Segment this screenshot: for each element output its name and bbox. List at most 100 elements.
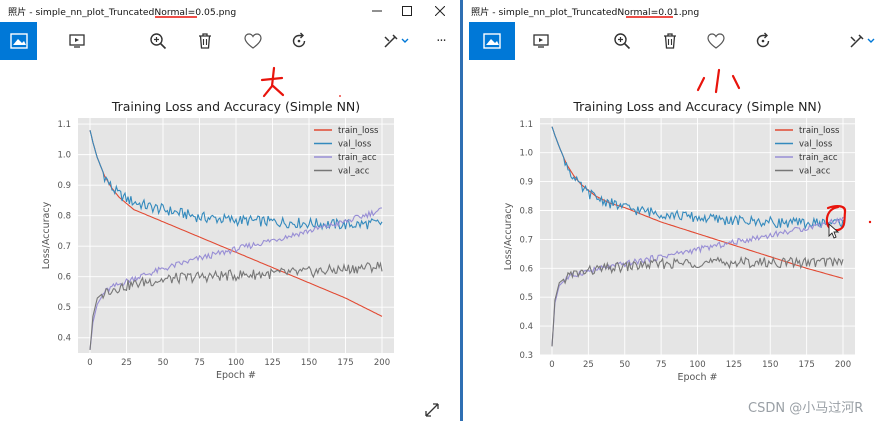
legend-label-val_acc: val_acc bbox=[799, 167, 831, 177]
y-tick-label: 0.9 bbox=[57, 181, 71, 191]
photos-window-right: 照片 - simple_nn_plot_TruncatedNormal=0.01… bbox=[463, 0, 895, 421]
legend-label-val_loss: val_loss bbox=[338, 140, 372, 150]
rotate-button[interactable] bbox=[746, 22, 780, 60]
heart-icon bbox=[707, 33, 725, 49]
mouse-cursor-icon bbox=[828, 222, 840, 239]
image-icon bbox=[9, 33, 28, 49]
csdn-watermark: CSDN @小马过河R bbox=[748, 401, 864, 416]
series-line-val_loss bbox=[551, 126, 844, 229]
file-name: simple_nn_plot_TruncatedNormal=0.05.png bbox=[35, 7, 237, 18]
slideshow-icon bbox=[69, 34, 85, 48]
slideshow-icon bbox=[533, 34, 549, 48]
expand-icon[interactable] bbox=[424, 402, 440, 418]
y-tick-label: 0.3 bbox=[519, 351, 533, 361]
x-tick-label: 25 bbox=[121, 358, 132, 368]
close-button[interactable] bbox=[431, 2, 449, 20]
y-tick-label: 1.1 bbox=[519, 120, 533, 130]
more-button[interactable]: ··· bbox=[424, 22, 458, 60]
y-tick-label: 0.5 bbox=[57, 303, 71, 313]
toolbar: ··· bbox=[0, 22, 460, 60]
legend-label-train_loss: train_loss bbox=[799, 126, 840, 136]
zoom-in-icon bbox=[614, 33, 631, 50]
minimize-button[interactable] bbox=[368, 2, 386, 20]
delete-icon bbox=[664, 33, 676, 49]
y-axis-label: Loss/Accuracy bbox=[503, 202, 514, 270]
y-tick-label: 0.8 bbox=[57, 212, 71, 222]
edit-create-button[interactable] bbox=[843, 22, 883, 60]
series-line-train_acc bbox=[89, 207, 382, 350]
title-bar[interactable]: 照片 - simple_nn_plot_TruncatedNormal=0.01… bbox=[463, 0, 895, 22]
title-bar[interactable]: 照片 - simple_nn_plot_TruncatedNormal=0.05… bbox=[0, 0, 460, 22]
photos-window-left: 照片 - simple_nn_plot_TruncatedNormal=0.05… bbox=[0, 0, 460, 418]
annotation-dot bbox=[868, 220, 872, 224]
favorite-button[interactable] bbox=[699, 22, 733, 60]
x-tick-label: 150 bbox=[762, 360, 778, 370]
y-tick-label: 1.0 bbox=[519, 149, 533, 159]
x-tick-label: 50 bbox=[158, 358, 169, 368]
grid bbox=[78, 118, 394, 353]
y-tick-label: 1.1 bbox=[57, 120, 71, 130]
x-tick-label: 175 bbox=[337, 358, 353, 368]
x-tick-label: 200 bbox=[835, 360, 851, 370]
y-tick-label: 0.7 bbox=[57, 242, 71, 252]
y-tick-label: 0.8 bbox=[519, 206, 533, 216]
edit-icon bbox=[850, 34, 875, 48]
x-tick-label: 125 bbox=[264, 358, 280, 368]
slideshow-button[interactable] bbox=[524, 22, 558, 60]
legend: train_loss val_loss train_acc val_acc bbox=[775, 126, 840, 177]
grid bbox=[540, 118, 855, 356]
x-tick-label: 125 bbox=[726, 360, 742, 370]
maximize-button[interactable] bbox=[398, 2, 416, 20]
zoom-in-button[interactable] bbox=[605, 22, 639, 60]
close-icon bbox=[435, 6, 445, 16]
rotate-icon bbox=[756, 32, 770, 48]
legend: train_loss val_loss train_acc val_acc bbox=[314, 126, 379, 177]
x-axis-label: Epoch # bbox=[677, 372, 717, 383]
chart-training-loss-accuracy-left: 0.4 0.5 0.6 0.7 0.8 0.9 1.0 1.1 0 25 50 75 100 125 150… bbox=[41, 99, 394, 381]
annotation-dot bbox=[339, 95, 341, 97]
x-tick-label: 75 bbox=[194, 358, 205, 368]
slideshow-button[interactable] bbox=[60, 22, 94, 60]
title-underline-annotation bbox=[626, 16, 673, 18]
x-tick-label: 150 bbox=[301, 358, 317, 368]
legend-label-train_acc: train_acc bbox=[799, 153, 838, 163]
series-line-val_acc bbox=[551, 255, 844, 347]
y-axis-label: Loss/Accuracy bbox=[41, 201, 52, 269]
delete-button[interactable] bbox=[188, 22, 222, 60]
rotate-button[interactable] bbox=[282, 22, 316, 60]
y-tick-label: 1.0 bbox=[57, 151, 71, 161]
x-tick-label: 175 bbox=[799, 360, 815, 370]
series-line-val_loss bbox=[89, 130, 383, 231]
edit-icon bbox=[384, 34, 409, 48]
zoom-in-icon bbox=[150, 33, 167, 50]
x-tick-label: 200 bbox=[374, 358, 390, 368]
view-button[interactable] bbox=[469, 22, 515, 60]
x-tick-label: 0 bbox=[549, 360, 554, 370]
delete-button[interactable] bbox=[653, 22, 687, 60]
rotate-icon bbox=[292, 32, 306, 48]
delete-icon bbox=[199, 33, 211, 49]
x-tick-label: 0 bbox=[87, 358, 92, 368]
x-tick-label: 100 bbox=[689, 360, 705, 370]
y-tick-label: 0.4 bbox=[57, 334, 71, 344]
series-line-val_acc bbox=[89, 261, 383, 350]
view-button[interactable] bbox=[0, 22, 37, 60]
chart-title: Training Loss and Accuracy (Simple NN) bbox=[572, 99, 821, 114]
window-divider bbox=[460, 0, 463, 421]
title-underline-annotation bbox=[155, 16, 197, 18]
x-tick-label: 50 bbox=[619, 360, 630, 370]
chart-title: Training Loss and Accuracy (Simple NN) bbox=[111, 99, 360, 114]
legend-label-train_acc: train_acc bbox=[338, 153, 377, 163]
edit-create-button[interactable] bbox=[377, 22, 417, 60]
image-icon bbox=[483, 33, 501, 49]
app-name: 照片 bbox=[471, 7, 490, 18]
toolbar bbox=[463, 22, 895, 60]
legend-label-train_loss: train_loss bbox=[338, 126, 379, 136]
heart-icon bbox=[244, 33, 262, 49]
legend-label-val_loss: val_loss bbox=[799, 140, 833, 150]
zoom-in-button[interactable] bbox=[141, 22, 175, 60]
favorite-button[interactable] bbox=[236, 22, 270, 60]
chart-training-loss-accuracy-right: 0.3 0.4 0.5 0.6 0.7 0.8 0.9 1.0 1.1 0 25 50 75 100 125… bbox=[503, 99, 855, 383]
x-tick-label: 75 bbox=[656, 360, 667, 370]
